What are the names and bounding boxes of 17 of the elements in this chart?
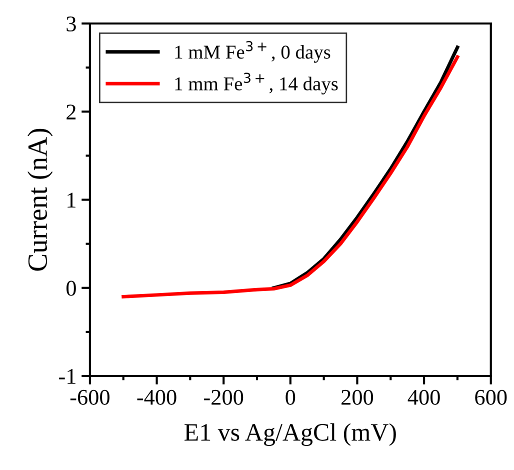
- x-tick-label: 0: [286, 390, 296, 405]
- y-tick-label: 1: [68, 192, 76, 208]
- y-tick-label: 3: [66, 16, 76, 32]
- x-axis-title: E1 vs Ag/AgCl (mV): [184, 423, 396, 446]
- y-axis-title: Current (nA): [28, 128, 53, 271]
- legend-label: 1 mM Fe$^{3+}$, 0 days: [175, 41, 330, 63]
- x-tick-label: -400: [137, 390, 176, 405]
- x-tick-label: 200: [342, 390, 374, 405]
- y-tick-label: -1: [59, 369, 76, 384]
- x-tick-label: -600: [70, 390, 110, 405]
- y-tick-label: 2: [66, 104, 76, 120]
- x-tick-label: 400: [408, 390, 440, 405]
- legend-label: 1 mm Fe$^{3+}$, 14 days: [175, 72, 338, 94]
- x-tick-label: 600: [475, 390, 507, 405]
- line-series: [272, 46, 460, 290]
- y-tick-label: 0: [66, 280, 76, 296]
- x-tick-label: -200: [204, 390, 244, 405]
